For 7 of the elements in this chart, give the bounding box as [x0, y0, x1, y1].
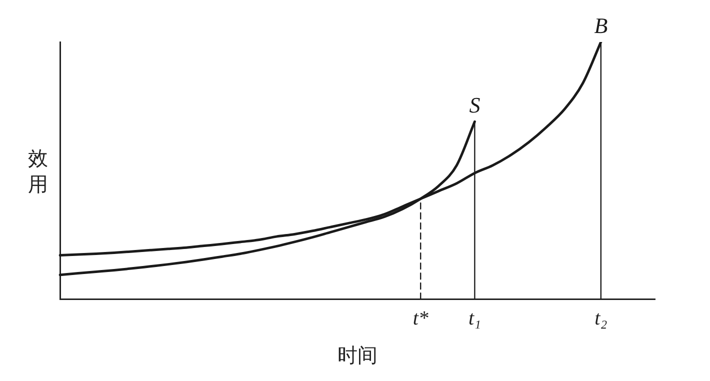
series-label: B	[594, 12, 608, 38]
x-tick-label: t*	[412, 307, 428, 330]
series-label: S	[469, 92, 480, 118]
y-axis-title: 效用	[28, 145, 48, 197]
x-axis-title: 时间	[338, 343, 378, 368]
x-tick-label: t₂	[594, 307, 608, 330]
x-tick-label: t₁	[468, 307, 481, 330]
